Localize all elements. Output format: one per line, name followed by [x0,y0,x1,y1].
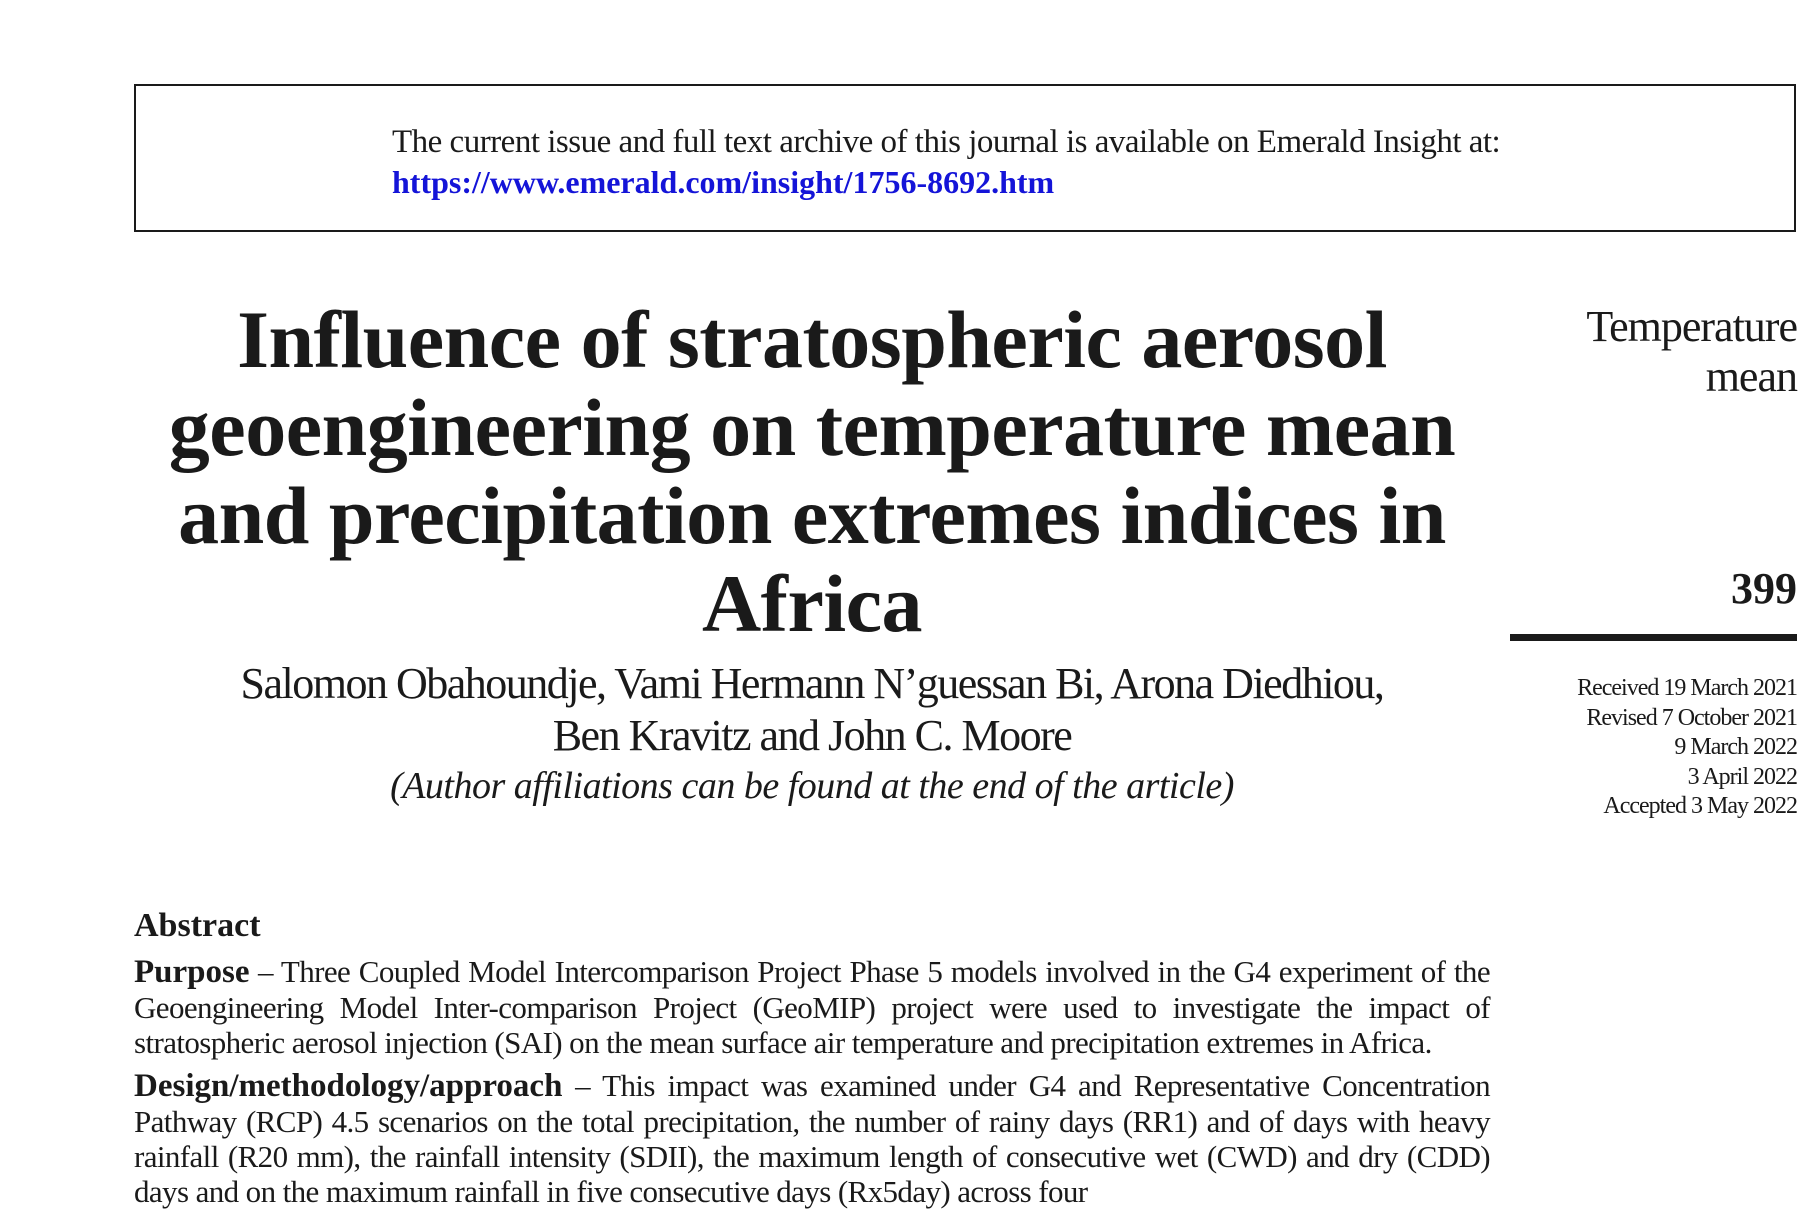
history-received: Received 19 March 2021 [1577,675,1798,701]
design-label: Design/methodology/approach [134,1068,563,1104]
running-head: Temperature mean [1497,302,1798,402]
purpose-text: – Three Coupled Model Intercomparison Pr… [134,954,1491,1060]
history-accepted: Accepted 3 May 2022 [1603,793,1798,819]
history-revised: Revised 7 October 2021 [1586,704,1798,731]
affiliations-note: (Author affiliations can be found at the… [390,765,1234,807]
history-revised-3: 3 April 2022 [1687,763,1798,790]
page-number: 399 [1731,564,1797,613]
article-history: Received 19 March 2021 Revised 7 October… [1477,674,1798,822]
sidebar-rule [1510,634,1797,641]
abstract-design: Design/methodology/approach – This impac… [134,1068,1491,1209]
journal-notice-box: The current issue and full text archive … [134,84,1796,232]
journal-notice-text: The current issue and full text archive … [392,124,1501,160]
running-head-line-1: Temperature [1586,302,1798,351]
author-list: Salomon Obahoundje, Vami Hermann N’guess… [134,658,1490,762]
purpose-label: Purpose [134,954,250,990]
article-title: Influence of stratospheric aerosol geoen… [168,294,1456,649]
authors-line-2: Ben Kravitz and John C. Moore [552,711,1073,760]
history-revised-2: 9 March 2022 [1674,734,1798,760]
running-head-line-2: mean [1705,352,1798,401]
abstract-heading: Abstract [134,907,261,944]
abstract-purpose: Purpose – Three Coupled Model Intercompa… [134,954,1491,1060]
journal-link[interactable]: https://www.emerald.com/insight/1756-869… [392,164,1055,200]
abstract-body: Purpose – Three Coupled Model Intercompa… [134,954,1491,1217]
authors-line-1: Salomon Obahoundje, Vami Hermann N’guess… [240,659,1385,708]
